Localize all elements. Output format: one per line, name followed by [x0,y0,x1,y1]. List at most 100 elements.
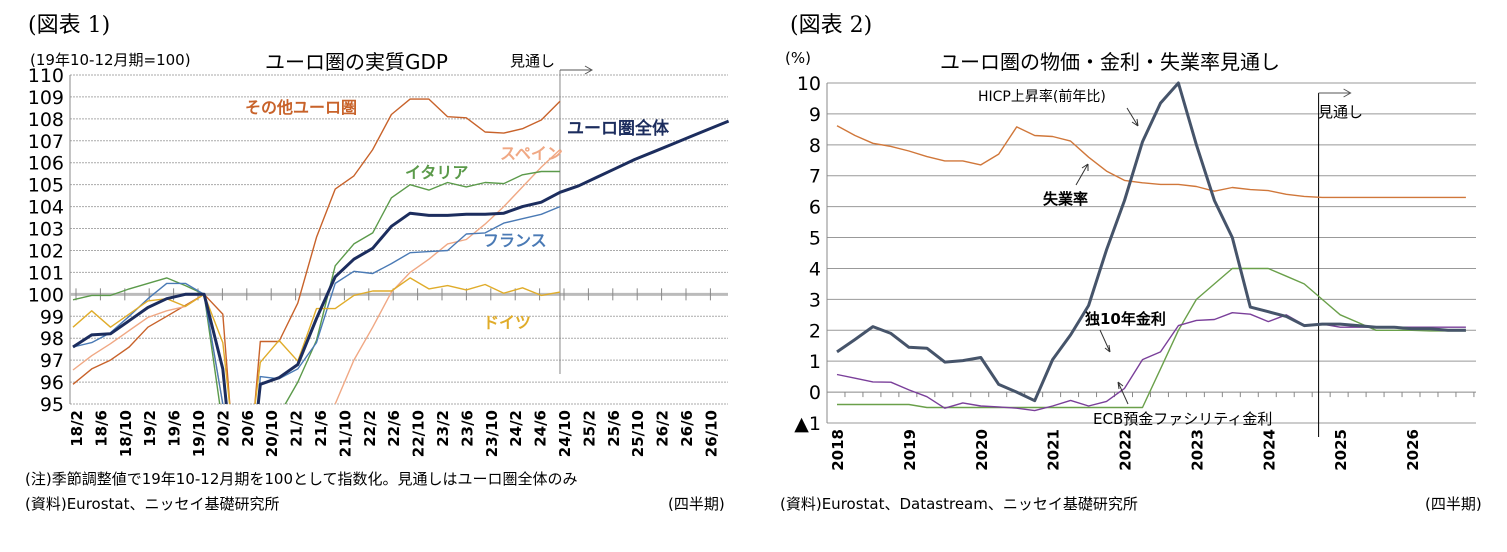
x-tick-label: 2022 [1117,429,1135,471]
y-tick-label: 9 [809,104,821,126]
x-tick-label: 21/10 [336,410,354,457]
y-tick-label: 105 [28,175,64,197]
x-tick-label: 19/10 [190,410,208,457]
figure1-source: (資料)Eurostat、ニッセイ基礎研究所 [25,495,279,513]
x-tick-label: 2019 [901,429,919,471]
x-tick-label: 2018 [829,429,847,471]
x-tick-label: 26/10 [702,410,720,457]
x-tick-label: 25/10 [629,410,647,457]
label-germany: ドイツ [483,313,531,332]
figure1-forecast-label: 見通し [510,52,555,70]
y-tick-label: 2 [809,320,821,342]
x-tick-label: 23/10 [483,410,501,457]
y-tick-label: 6 [809,197,821,219]
x-tick-label: 18/10 [117,410,135,457]
figure2-xlabel: (四半期) [1425,495,1482,513]
y-tick-label: 103 [28,219,64,241]
x-tick-label: 2023 [1188,429,1206,471]
x-tick-label: 24/2 [507,410,525,447]
figure2-forecast-label: 見通し [1318,103,1363,121]
x-tick-label: 25/6 [605,410,623,447]
x-tick-label: 21/2 [288,410,306,447]
label-spain: スペイン [500,144,563,163]
y-tick-label: 10 [797,73,821,95]
figure1-xlabel: (四半期) [668,495,725,513]
y-tick-label: 109 [28,87,64,109]
figure1-label: (図表 1) [28,13,110,38]
x-tick-label: 26/2 [654,410,672,447]
y-tick-label: 96 [40,372,64,394]
y-tick-label: 100 [28,284,64,306]
x-tick-label: 18/6 [92,410,110,447]
label-france: フランス [483,231,547,250]
y-tick-label: 104 [28,197,64,219]
y-tick-label: 98 [40,328,64,350]
figure2-source: (資料)Eurostat、Datastream、ニッセイ基礎研究所 [780,495,1138,513]
label-hicp: HICP上昇率(前年比) [978,88,1106,105]
figure2-plot: ▲1 0 1 2 3 4 5 6 7 8 9 10 2018 2019 2020 2021 2022 2023 20… [794,73,1476,471]
y-tick-label: 3 [809,289,821,311]
label-bund-10y: 独10年金利 [1085,310,1166,328]
y-tick-label: 1 [809,351,821,373]
x-tick-label: 26/6 [678,410,696,447]
arrow-hicp [1126,107,1139,127]
x-tick-label: 21/6 [312,410,330,447]
arrow-bund [1099,329,1111,353]
figure2-title: ユーロ圏の物価・金利・失業率見通し [940,50,1280,74]
y-tick-label: 0 [809,382,821,404]
label-euro-area: ユーロ圏全体 [567,118,670,139]
x-tick-label: 22/10 [410,410,428,457]
annotation-arrows [1075,107,1139,405]
x-tick-label: 2024 [1260,429,1278,471]
figure2-label: (図表 2) [790,13,872,38]
label-unemployment: 失業率 [1043,190,1088,208]
figure2-unit: (%) [785,49,811,67]
y-tick-label: 107 [28,131,64,153]
y-tick-label: 5 [809,228,821,250]
series-line-1 [837,267,1466,409]
x-tick-label: 2026 [1404,429,1422,471]
series-line-5 [72,119,730,405]
x-tick-label: 2021 [1045,429,1063,471]
x-tick-label: 22/2 [361,410,379,447]
x-tick-label: 22/6 [385,410,403,447]
series-line-1 [72,149,561,405]
x-tick-label: 19/6 [166,410,184,447]
figure1-note: (注)季節調整値で19年10-12月期を100として指数化。見通しはユーロ圏全体… [25,470,578,488]
y-tick-label: 8 [809,135,821,157]
y-tick-label: 4 [809,258,821,280]
x-tick-label: 23/6 [458,410,476,447]
y-tick-label: 97 [40,350,64,372]
y-tick-label: 7 [809,166,821,188]
label-other-euro: その他ユーロ圏 [245,98,357,117]
label-ecb-deposit-rate: ECB預金ファシリティ金利 [1093,410,1272,428]
x-tick-label: 24/6 [532,410,550,447]
x-tick-label: 20/6 [239,410,257,447]
forecast-arrow [1318,88,1352,98]
series-line-0 [72,98,561,405]
x-tick-label: 18/2 [68,410,86,447]
x-tick-label: 2020 [973,429,991,471]
series-line-0 [836,125,1466,199]
forecast-arrow [559,65,593,75]
label-italy: イタリア [405,163,468,182]
x-tick-label: 23/2 [434,410,452,447]
x-tick-label: 20/2 [214,410,232,447]
y-tick-label: 108 [28,109,64,131]
series-line-4 [72,277,561,405]
figure1-plot: 9596979899100101102103104105106107108109… [28,65,730,457]
y-tick-label: 110 [28,65,64,87]
series-line-3 [72,205,561,405]
y-tick-label: 101 [28,262,64,284]
series-line-3 [836,81,1466,403]
y-tick-label: 106 [28,153,64,175]
y-tick-label: 102 [28,240,64,262]
y-tick-label: ▲1 [794,413,821,435]
arrow-ecb [1117,381,1129,405]
x-tick-label: 19/2 [141,410,159,447]
figure1-title: ユーロ圏の実質GDP [265,50,448,74]
x-tick-label: 24/10 [556,410,574,457]
x-tick-label: 20/10 [263,410,281,457]
x-tick-label: 2025 [1332,429,1350,471]
